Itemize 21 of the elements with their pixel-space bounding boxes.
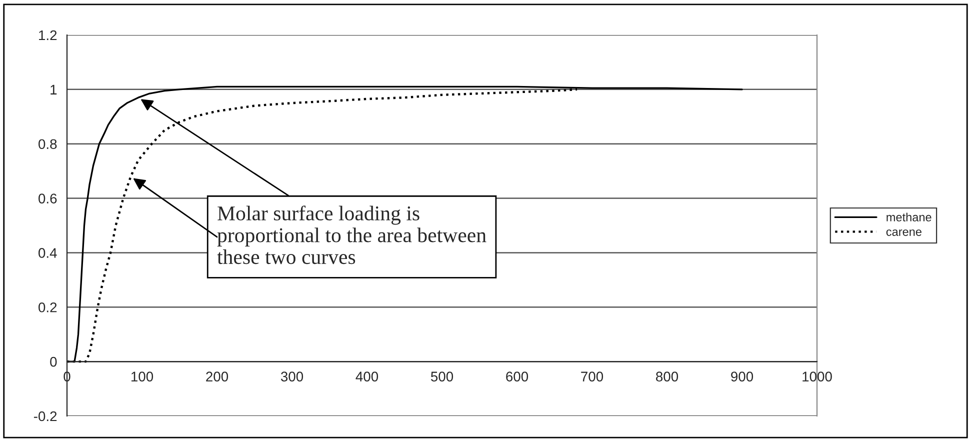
- x-tick-label: 900: [731, 372, 754, 382]
- x-tick-label: 300: [280, 372, 304, 382]
- y-tick-label: 0.8: [38, 139, 57, 150]
- legend-label: carene: [886, 229, 922, 236]
- x-tick-label: 700: [581, 372, 604, 382]
- y-tick-label: 1: [50, 84, 57, 94]
- x-tick-label: 400: [356, 372, 378, 382]
- y-tick-label: -0.2: [34, 411, 57, 422]
- x-tick-label: 600: [506, 372, 528, 382]
- legend-label: methane: [886, 212, 932, 222]
- y-tick-label: 0.6: [38, 194, 57, 204]
- y-tick-label: 0.4: [38, 248, 57, 258]
- x-tick-label: 800: [656, 372, 678, 382]
- y-tick-label: 1.2: [39, 30, 57, 40]
- annotation: Molar surface loading is proportional to the area between these two curves: [217, 206, 486, 264]
- x-tick-label: 500: [430, 372, 454, 382]
- x-tick-label: 1000: [802, 372, 832, 382]
- x-tick-label: 200: [206, 372, 228, 382]
- y-tick-label: 0: [50, 356, 57, 367]
- y-tick-label: 0.2: [38, 302, 57, 312]
- x-tick-label: 100: [131, 372, 154, 382]
